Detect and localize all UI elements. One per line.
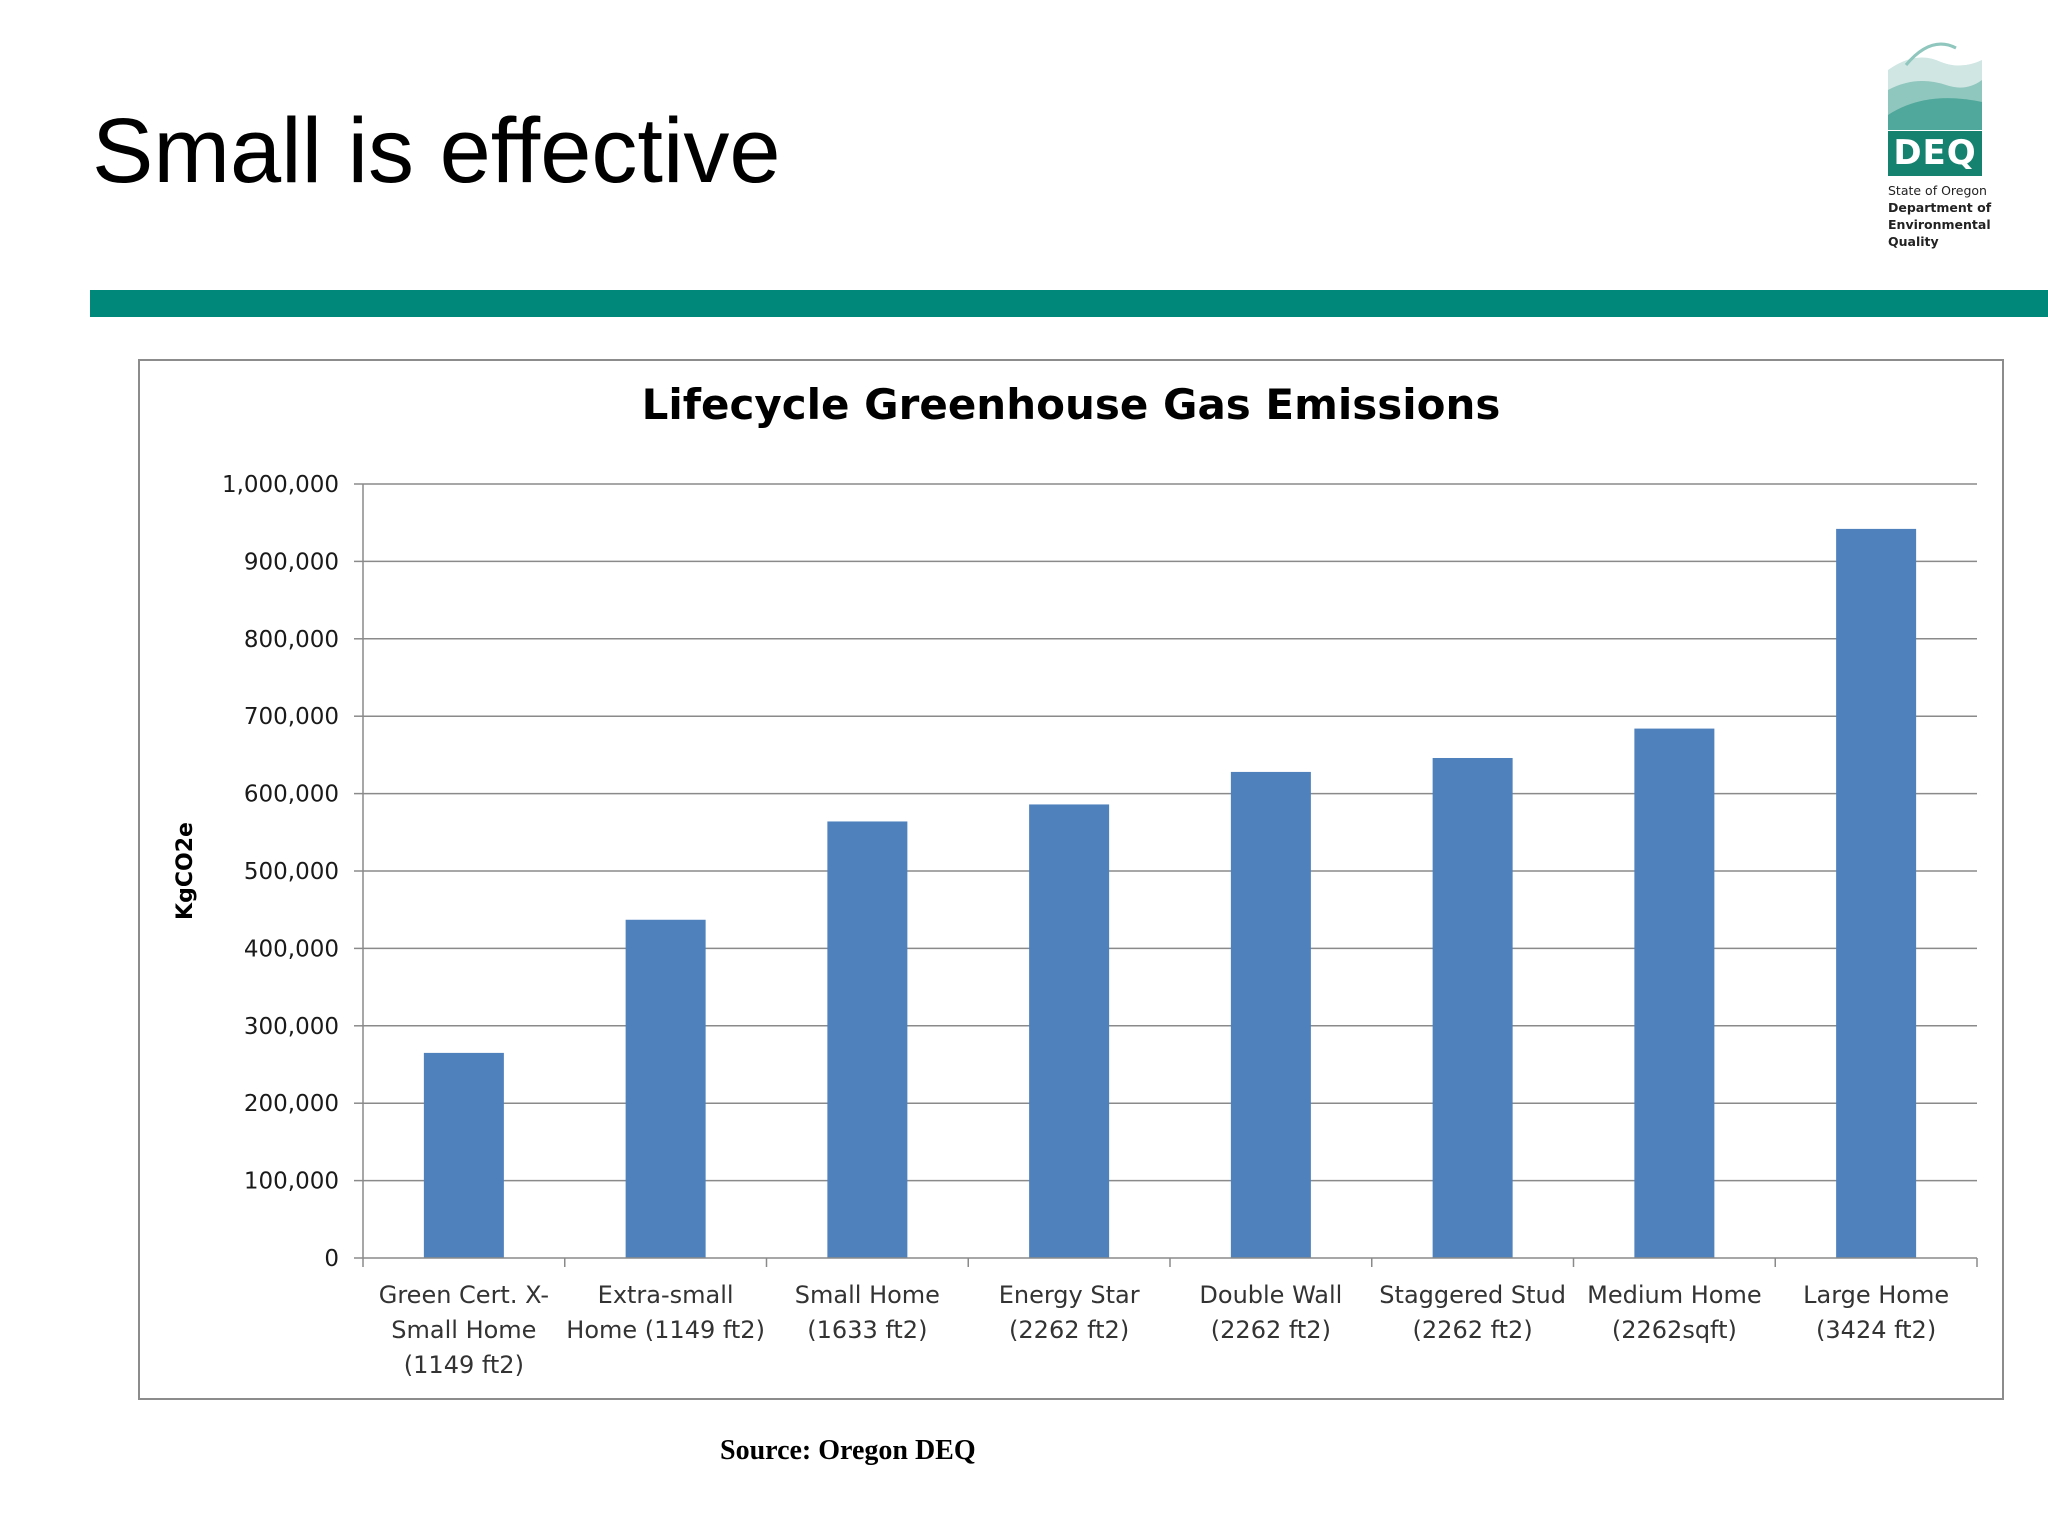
y-tick-label: 500,000 <box>244 859 339 885</box>
bar <box>1634 728 1715 1258</box>
y-tick-label: 400,000 <box>244 936 339 962</box>
logo-badge-bg <box>1888 131 1982 176</box>
x-category-label: Double Wall (2262 ft2) <box>1199 1281 1342 1344</box>
logo-line-4: Quality <box>1888 234 1939 249</box>
y-tick-label: 900,000 <box>244 549 339 575</box>
category-labels: Green Cert. X-Small Home (1149 ft2) Extra-… <box>379 1281 1949 1379</box>
y-tick-label: 100,000 <box>244 1169 339 1195</box>
y-tick-label: 0 <box>324 1246 339 1272</box>
chart-frame: Lifecycle Greenhouse Gas Emissions KgCO2… <box>138 359 2004 1400</box>
bar <box>1836 528 1917 1258</box>
logo-line-3: Environmental <box>1888 217 1991 232</box>
y-tick-label: 600,000 <box>244 782 339 808</box>
y-tick-label: 1,000,000 <box>222 472 339 498</box>
y-axis-label: KgCO2e <box>173 822 198 920</box>
x-category-label: Small Home (1633 ft2) <box>795 1281 940 1344</box>
chart-title: Lifecycle Greenhouse Gas Emissions <box>642 380 1501 429</box>
y-tick-labels: 0 100,000 200,000 300,000 400,000 500,000 600,… <box>222 472 363 1272</box>
logo-subtitle: State of Oregon Department of Environmen… <box>1888 182 1992 250</box>
x-category-label: Extra-small Home (1149 ft2) <box>566 1281 765 1344</box>
axes <box>362 484 1978 1267</box>
bar-chart: Lifecycle Greenhouse Gas Emissions KgCO2… <box>173 380 1978 1379</box>
x-category-label: Large Home (3424 ft2) <box>1803 1281 1949 1344</box>
x-category-label: Medium Home (2262sqft) <box>1587 1281 1761 1344</box>
gridlines <box>363 483 1977 1182</box>
title-rule <box>90 290 2048 317</box>
bar <box>1432 757 1513 1258</box>
deq-logo-text: DEQ State of Oregon Department of Enviro… <box>1886 30 1992 260</box>
bar <box>1230 771 1311 1258</box>
source-note: Source: Oregon DEQ <box>720 1435 976 1466</box>
y-tick-label: 700,000 <box>244 704 339 730</box>
y-tick-label: 800,000 <box>244 627 339 653</box>
bar <box>423 1052 504 1258</box>
x-category-label: Staggered Stud (2262 ft2) <box>1379 1281 1566 1344</box>
y-tick-label: 300,000 <box>244 1014 339 1040</box>
logo-line-2: Department of <box>1888 200 1992 215</box>
bar <box>625 919 706 1258</box>
bar <box>1029 804 1110 1258</box>
deq-logo <box>1888 30 1982 176</box>
y-tick-label: 200,000 <box>244 1091 339 1117</box>
bars <box>423 528 1917 1258</box>
x-category-label: Green Cert. X-Small Home (1149 ft2) <box>379 1281 549 1379</box>
logo-badge: DEQ <box>1893 133 1977 173</box>
slide-title: Small is effective <box>92 100 781 202</box>
x-category-label: Energy Star (2262 ft2) <box>999 1281 1140 1344</box>
logo-line-1: State of Oregon <box>1888 183 1987 198</box>
bar <box>827 821 908 1258</box>
